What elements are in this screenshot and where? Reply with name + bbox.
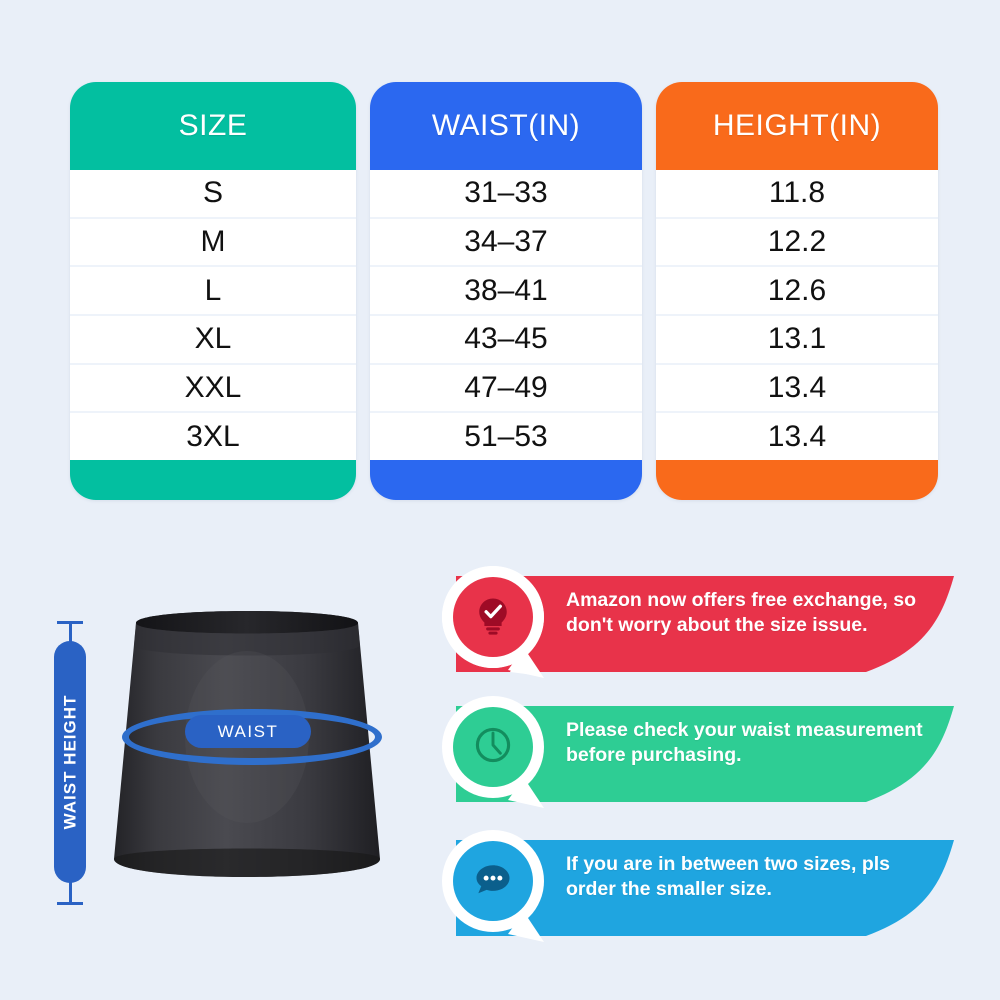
size-column-body: S M L XL XXL 3XL	[70, 170, 356, 461]
column-header-height: HEIGHT(IN)	[712, 109, 882, 142]
info-banner-measurement: Please check your waist measurement befo…	[438, 688, 978, 814]
product-figure: WAIST HEIGHT	[20, 575, 420, 965]
banner-text-between-sizes: If you are in between two sizes, pls ord…	[566, 853, 890, 900]
banner-badge-between-sizes	[438, 826, 556, 948]
column-header-size: SIZE	[178, 109, 248, 142]
waist-height-label: WAIST HEIGHT	[60, 694, 79, 830]
column-header-waist: WAIST(IN)	[431, 109, 581, 142]
table-cell-size-m: M	[70, 218, 356, 268]
banner-badge-exchange	[438, 562, 556, 684]
table-cell-size-xxl: XXL	[70, 364, 356, 414]
waist-height-stem-bottom	[69, 879, 72, 905]
info-banner-between-sizes: If you are in between two sizes, pls ord…	[438, 822, 978, 948]
waist-height-indicator: WAIST HEIGHT	[50, 617, 90, 907]
table-cell-waist-s: 31–33	[370, 170, 642, 219]
height-column-body: 11.8 12.2 12.6 13.1 13.4 13.4	[656, 170, 938, 461]
table-cell-height-xl: 13.1	[656, 316, 938, 365]
table-cell-size-s: S	[70, 170, 356, 219]
size-column: SIZE S M L XL XXL 3XL	[70, 82, 356, 500]
table-cell-size-l: L	[70, 267, 356, 317]
height-column: HEIGHT(IN) 11.8 12.2 12.6 13.1 13.4 13.4	[656, 82, 938, 500]
banner-shape-red	[456, 576, 954, 672]
banner-shape-blue	[456, 840, 954, 936]
waist-height-stem-top	[69, 621, 72, 645]
table-cell-waist-3xl: 51–53	[370, 413, 642, 461]
table-cell-waist-l: 38–41	[370, 267, 642, 317]
waist-measurement-ring	[122, 709, 382, 765]
table-cell-waist-m: 34–37	[370, 218, 642, 268]
table-cell-height-s: 11.8	[656, 170, 938, 219]
banner-text-exchange: Amazon now offers free exchange, so don'…	[566, 589, 917, 636]
waist-height-pill: WAIST HEIGHT	[54, 641, 86, 883]
banner-badge-measurement	[438, 692, 556, 814]
waist-column: WAIST(IN) 31–33 34–37 38–41 43–45 47–49 …	[370, 82, 642, 500]
waist-label: WAIST	[217, 721, 279, 741]
info-banner-list: Amazon now offers free exchange, so don'…	[438, 558, 978, 968]
banner-text-measurement: Please check your waist measurement befo…	[566, 719, 923, 766]
clock-icon	[464, 716, 522, 774]
table-cell-waist-xxl: 47–49	[370, 364, 642, 414]
waist-pill: WAIST	[185, 715, 311, 748]
size-chart-table: SIZE S M L XL XXL 3XL WAIST(IN) 31–33 34…	[70, 82, 938, 500]
waist-column-body: 31–33 34–37 38–41 43–45 47–49 51–53	[370, 170, 642, 461]
table-cell-height-m: 12.2	[656, 218, 938, 268]
waist-height-cap-bottom	[57, 902, 83, 905]
waist-trainer-belt: WAIST	[92, 597, 402, 907]
table-cell-waist-xl: 43–45	[370, 316, 642, 365]
lightbulb-check-icon	[464, 586, 522, 644]
table-cell-size-xl: XL	[70, 316, 356, 365]
table-cell-height-l: 12.6	[656, 267, 938, 317]
table-cell-height-3xl: 13.4	[656, 413, 938, 461]
table-cell-height-xxl: 13.4	[656, 364, 938, 414]
banner-shape-green	[456, 706, 954, 802]
table-cell-size-3xl: 3XL	[70, 413, 356, 461]
chat-bubble-icon	[464, 850, 522, 908]
info-banner-exchange: Amazon now offers free exchange, so don'…	[438, 558, 978, 684]
